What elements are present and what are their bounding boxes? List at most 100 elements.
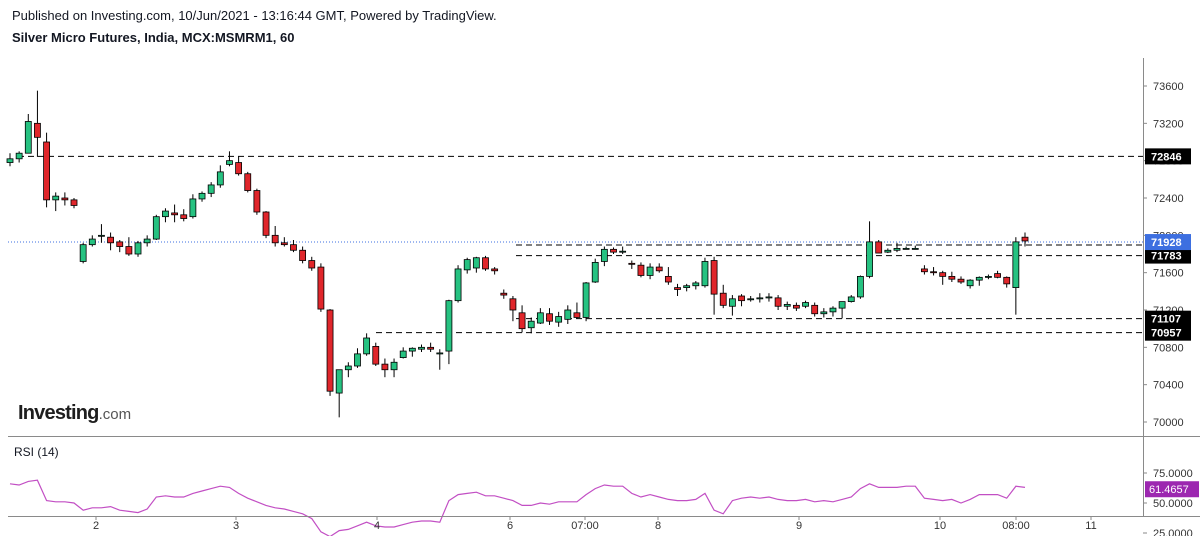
candle-body xyxy=(6,158,14,163)
candle-body xyxy=(975,276,983,281)
candle-down xyxy=(308,256,316,271)
time-tick-label: 10 xyxy=(934,520,946,532)
candle-down xyxy=(573,302,581,319)
candle-body xyxy=(1003,276,1011,285)
candle-up xyxy=(820,308,828,318)
candle-body xyxy=(436,352,444,355)
candle-body xyxy=(994,273,1001,278)
candle-body xyxy=(719,292,727,306)
candle-body xyxy=(738,295,745,302)
candle-body xyxy=(445,300,453,352)
candle-down xyxy=(939,270,947,285)
rsi-value-badge-text: 61.4657 xyxy=(1149,484,1189,496)
candle-up xyxy=(472,256,480,273)
rsi-tick-label: 75.0000 xyxy=(1153,468,1193,480)
candle-body xyxy=(546,313,553,322)
rsi-line xyxy=(9,479,1026,536)
candle-up xyxy=(783,301,791,310)
symbol-title: Silver Micro Futures, India, MCX:MSMRM1,… xyxy=(12,30,295,45)
candle-down xyxy=(290,240,297,253)
price-tick-label: 72400 xyxy=(1153,193,1184,205)
level-badge-text: 71783 xyxy=(1151,251,1182,263)
candle-up xyxy=(88,235,96,247)
candle-body xyxy=(216,171,224,186)
last-price-badge-text: 71928 xyxy=(1151,237,1182,249)
candle-up xyxy=(975,276,983,286)
rsi-pane xyxy=(9,479,1026,536)
candle-up xyxy=(363,333,371,356)
candle-down xyxy=(299,246,307,264)
candle-up xyxy=(1012,237,1020,315)
candle-down xyxy=(280,237,288,247)
candle-up xyxy=(134,240,142,257)
candle-body xyxy=(866,241,873,277)
candle-body xyxy=(911,247,919,250)
time-tick-label: 11 xyxy=(1085,520,1096,532)
candle-up xyxy=(555,311,563,327)
candle-up xyxy=(216,165,224,188)
candle-up xyxy=(335,369,343,418)
candle-down xyxy=(326,309,334,396)
candle-down xyxy=(43,132,50,208)
candle-up xyxy=(829,306,837,317)
candle-up xyxy=(747,296,755,302)
candle-down xyxy=(1021,232,1029,247)
candle-up xyxy=(701,257,709,288)
candle-body xyxy=(363,337,371,355)
candle-down xyxy=(125,237,133,256)
candle-up xyxy=(893,242,901,253)
candle-body xyxy=(500,292,508,296)
candle-up xyxy=(98,224,105,243)
candle-down xyxy=(171,204,178,223)
candle-body xyxy=(683,285,691,289)
candle-up xyxy=(226,151,233,167)
candle-down xyxy=(957,276,965,284)
time-tick-label: 3 xyxy=(233,520,239,532)
candle-body xyxy=(655,266,663,272)
candle-up xyxy=(591,258,599,283)
price-tick-label: 70000 xyxy=(1153,417,1184,429)
candle-down xyxy=(271,226,279,247)
candle-body xyxy=(171,212,178,216)
candle-down xyxy=(719,284,727,309)
candle-body xyxy=(811,304,819,315)
candle-up xyxy=(408,347,416,357)
candle-down xyxy=(253,188,261,215)
candle-body xyxy=(34,122,41,138)
published-caption: Published on Investing.com, 10/Jun/2021 … xyxy=(12,8,497,23)
candle-body xyxy=(847,296,855,302)
candle-body xyxy=(875,241,883,254)
candle-body xyxy=(600,248,608,262)
candle-body xyxy=(930,271,937,274)
candle-body xyxy=(857,275,864,298)
candle-up xyxy=(911,245,919,250)
candle-up xyxy=(838,301,846,319)
candle-up xyxy=(436,349,444,370)
candle-up xyxy=(619,246,627,254)
candle-body xyxy=(308,260,316,269)
candle-body xyxy=(619,250,627,253)
candle-down xyxy=(116,240,124,253)
candle-up xyxy=(52,192,60,212)
candle-body xyxy=(79,244,87,262)
candle-up xyxy=(527,317,535,334)
candle-down xyxy=(107,232,114,251)
candle-body xyxy=(134,242,142,255)
candle-body xyxy=(820,311,828,315)
candle-up xyxy=(564,305,572,324)
candle-body xyxy=(207,184,215,194)
candle-body xyxy=(966,279,974,287)
candle-body xyxy=(582,282,590,318)
candle-down xyxy=(372,342,380,366)
candle-body xyxy=(637,264,645,276)
candle-up xyxy=(79,242,87,264)
price-tick-label: 70400 xyxy=(1153,380,1184,392)
candle-body xyxy=(838,301,846,309)
candle-body xyxy=(52,195,60,201)
candle-up xyxy=(756,293,764,303)
candle-down xyxy=(610,247,617,254)
candle-body xyxy=(701,261,709,287)
candle-body xyxy=(198,192,206,200)
candle-body xyxy=(189,198,197,218)
